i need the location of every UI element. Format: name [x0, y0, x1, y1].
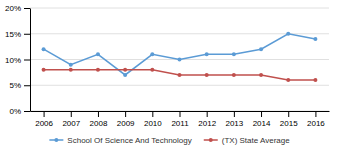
x-tick-label: 2012 — [198, 119, 216, 128]
x-tick: 2012 — [198, 111, 216, 128]
x-tick: 2006 — [35, 111, 53, 128]
legend-marker — [209, 138, 213, 142]
legend-label: School Of Science And Technology — [67, 136, 191, 145]
y-tick: 5% — [9, 81, 30, 90]
grid-line — [30, 8, 329, 9]
x-tick-label: 2010 — [144, 119, 162, 128]
y-tick-label: 10% — [5, 56, 21, 65]
x-tick-mark — [315, 111, 316, 117]
x-tick: 2013 — [225, 111, 243, 128]
series-marker — [42, 68, 46, 72]
series-marker — [313, 37, 317, 41]
y-tick: 0% — [9, 107, 30, 116]
series-marker — [123, 73, 127, 77]
y-tick-label: 20% — [5, 4, 21, 13]
series-marker — [123, 68, 127, 72]
x-tick: 2014 — [253, 111, 271, 128]
series-line — [44, 70, 316, 80]
x-tick-mark — [71, 111, 72, 117]
x-tick-label: 2008 — [90, 119, 108, 128]
y-tick-mark — [24, 8, 30, 9]
x-tick-label: 2007 — [62, 119, 80, 128]
x-tick-mark — [234, 111, 235, 117]
series-marker — [286, 78, 290, 82]
x-tick-label: 2013 — [225, 119, 243, 128]
y-tick: 20% — [5, 4, 30, 13]
grid — [30, 8, 329, 111]
x-tick-mark — [207, 111, 208, 117]
x-tick: 2008 — [90, 111, 108, 128]
x-tick-label: 2015 — [280, 119, 298, 128]
x-tick: 2009 — [117, 111, 135, 128]
y-tick: 10% — [5, 56, 30, 65]
series-marker — [259, 73, 263, 77]
legend-item: School Of Science And Technology — [49, 136, 191, 145]
series-marker — [96, 52, 100, 56]
series-marker — [286, 32, 290, 36]
y-tick: 15% — [5, 30, 30, 39]
series-marker — [178, 58, 182, 62]
legend-item: (TX) State Average — [204, 136, 290, 145]
series-marker — [69, 63, 73, 67]
x-tick: 2011 — [171, 111, 189, 128]
series-marker — [69, 68, 73, 72]
series-marker — [259, 47, 263, 51]
x-tick-mark — [261, 111, 262, 117]
y-tick-mark — [24, 34, 30, 35]
series-marker — [96, 68, 100, 72]
x-axis: 2006 2007 2008 2009 2010 2011 2012 2013 2014 2015… — [31, 111, 330, 128]
y-axis-line — [30, 9, 31, 112]
x-tick-mark — [98, 111, 99, 117]
y-tick-label: 0% — [9, 107, 21, 116]
x-tick-mark — [125, 111, 126, 117]
series-marker — [232, 52, 236, 56]
series-marker — [232, 73, 236, 77]
series-marker — [205, 73, 209, 77]
x-tick-label: 2009 — [117, 119, 135, 128]
y-tick-label: 5% — [9, 81, 21, 90]
plot-area: 2006 2007 2008 2009 2010 2011 2012 2013 2014 2015… — [5, 4, 330, 128]
series-line — [44, 34, 316, 75]
legend-marker — [54, 138, 58, 142]
series-marker — [178, 73, 182, 77]
series-marker — [150, 52, 154, 56]
legend: School Of Science And Technology (TX) Sta… — [49, 136, 290, 145]
x-tick-mark — [152, 111, 153, 117]
y-tick-label: 15% — [5, 30, 21, 39]
legend-label: (TX) State Average — [222, 136, 290, 145]
series-marker — [150, 68, 154, 72]
x-tick-label: 2006 — [35, 119, 53, 128]
y-tick-mark — [24, 85, 30, 86]
chart: 2006 2007 2008 2009 2010 2011 2012 2013 2014 2015… — [0, 0, 339, 149]
grid-line — [30, 85, 329, 86]
x-tick: 2010 — [144, 111, 162, 128]
x-tick-label: 2014 — [253, 119, 271, 128]
x-tick: 2007 — [62, 111, 80, 128]
x-tick-label: 2011 — [171, 119, 189, 128]
x-tick: 2015 — [280, 111, 298, 128]
series-marker — [313, 78, 317, 82]
y-tick-mark — [24, 111, 30, 112]
series — [42, 68, 318, 82]
y-tick-mark — [24, 60, 30, 61]
y-axis: 0% 5% 10% 15% 20% — [5, 4, 31, 116]
series-marker — [205, 52, 209, 56]
x-tick: 2016 — [307, 111, 325, 128]
series-group — [42, 32, 318, 82]
series-marker — [42, 47, 46, 51]
x-tick-mark — [180, 111, 181, 117]
grid-line — [30, 33, 329, 34]
x-tick-mark — [288, 111, 289, 117]
x-tick-mark — [44, 111, 45, 117]
x-tick-label: 2016 — [307, 119, 325, 128]
